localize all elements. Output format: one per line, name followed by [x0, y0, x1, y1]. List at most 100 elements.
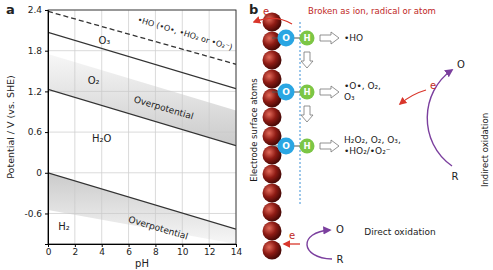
annotation: H₂O	[92, 133, 112, 144]
potential-line	[48, 89, 236, 145]
x-axis: 0 2 4 6 8 10 12 14	[46, 244, 243, 257]
tick-mark	[45, 10, 48, 11]
overpotential-band	[48, 173, 236, 244]
block-arrow	[301, 106, 313, 122]
atom-label: O	[282, 33, 290, 43]
atom-label: O	[282, 141, 290, 151]
y-axis: -0.6 0 0.6 1.2 1.8 2.4	[24, 5, 48, 244]
tick: 10	[177, 244, 189, 257]
overpotential-band	[48, 54, 236, 146]
surface-line	[300, 22, 301, 205]
plot-frame	[48, 10, 236, 244]
block-arrow	[320, 140, 339, 152]
tick-label: 10	[177, 247, 189, 257]
electrode-atom	[263, 51, 282, 70]
oxidation-arrow	[427, 70, 452, 166]
panel-label: a	[6, 2, 15, 17]
electrode-atom	[263, 108, 282, 127]
electron-arrow	[284, 243, 300, 244]
electron-label: e	[430, 80, 436, 91]
tick: -0.6	[24, 209, 48, 219]
annotation: •HO (•O•, •HO₂ or •O₂⁻)	[136, 15, 233, 52]
atom-label: O	[282, 87, 290, 97]
annotation: Overpotential	[133, 94, 195, 121]
atom-label: H	[303, 87, 310, 97]
block-arrow	[320, 86, 339, 98]
tick-label: 6	[126, 247, 132, 257]
electrode-atom	[263, 70, 282, 89]
annotation: O₃	[98, 35, 110, 46]
hydrogen-atom	[300, 85, 315, 100]
product-label: O₃	[344, 92, 355, 102]
top-text: Broken as ion, radical or atom	[308, 6, 436, 16]
hydrogen-atom	[300, 139, 315, 154]
species-label: R	[337, 254, 344, 265]
oxidation-arrow	[307, 230, 332, 259]
tick: 0.6	[28, 127, 48, 137]
block-arrow	[301, 52, 313, 68]
plot-marks	[48, 11, 236, 244]
tick-label: 2	[72, 247, 78, 257]
tick-label: 0	[46, 247, 52, 257]
y-axis-title: Potential / V (vs. SHE)	[5, 75, 16, 179]
hydrogen-atom	[300, 31, 315, 46]
figure: a -0.6 0 0.6 1.2 1.8 2.4 0 2 4 6 8 10 12 14 pH Potential…	[0, 0, 493, 270]
tick: 0	[46, 244, 52, 257]
tick-label: 12	[204, 247, 215, 257]
tick-label: 8	[153, 247, 159, 257]
tick-label: -0.6	[24, 209, 42, 219]
tick-mark	[45, 132, 48, 133]
product-label: •HO₂/•O₂⁻	[344, 146, 391, 156]
grid	[48, 10, 236, 244]
tick-label: 14	[231, 247, 243, 257]
oxygen-atom	[278, 138, 295, 155]
electrode-atom	[263, 165, 282, 184]
tick: 8	[153, 244, 159, 257]
grid-line	[48, 50, 236, 51]
species-label: R	[452, 171, 459, 182]
axis-line	[45, 11, 49, 245]
tick: 4	[99, 244, 105, 257]
electrode-atom	[263, 241, 282, 260]
electron-arrow	[254, 18, 292, 24]
tick: 1.8	[28, 46, 48, 56]
panel-b: b Electrode surface atoms Broken as ion, r…	[249, 2, 490, 266]
panel-label: b	[249, 2, 258, 17]
species-label: O	[336, 224, 344, 235]
tick-label: 2.4	[28, 5, 43, 15]
electron-label: e	[263, 6, 269, 17]
panel-a: a -0.6 0 0.6 1.2 1.8 2.4 0 2 4 6 8 10 12 14 pH Potential…	[5, 2, 243, 270]
electrode-atom	[263, 184, 282, 203]
x-axis-title: pH	[135, 258, 149, 269]
electron-arrow	[400, 90, 426, 104]
potential-line	[48, 11, 236, 64]
electrode-label: Electrode surface atoms	[249, 78, 259, 182]
oxygen-atom	[278, 84, 295, 101]
product-label: •O•, O₂,	[344, 81, 381, 91]
tick: 0	[36, 168, 48, 178]
tick-label: 4	[99, 247, 105, 257]
annotation: H₂	[58, 221, 70, 232]
tick-mark	[45, 51, 48, 52]
product-label: H₂O₂, O₂, O₃,	[344, 135, 401, 145]
tick: 14	[231, 244, 243, 257]
indirect-label: Indirect oxidation	[480, 113, 490, 187]
product-label: •HO	[344, 33, 363, 43]
annotation: O₂	[88, 75, 100, 86]
tick: 12	[204, 244, 215, 257]
tick-label: 1.2	[28, 87, 42, 97]
electrode-atom	[263, 203, 282, 222]
atom-label: H	[303, 141, 310, 151]
electron-label: e	[289, 230, 295, 241]
oxygen-atom	[278, 30, 295, 47]
tick-mark	[45, 213, 48, 214]
block-arrow	[320, 32, 339, 44]
atom-label: H	[303, 33, 310, 43]
tick-label: 0	[36, 168, 42, 178]
tick-mark	[45, 173, 48, 174]
tick-label: 1.8	[28, 46, 43, 56]
annotation: Overpotential	[127, 214, 189, 241]
grid-line	[48, 172, 236, 173]
tick: 1.2	[28, 87, 48, 97]
tick-mark	[45, 91, 48, 92]
